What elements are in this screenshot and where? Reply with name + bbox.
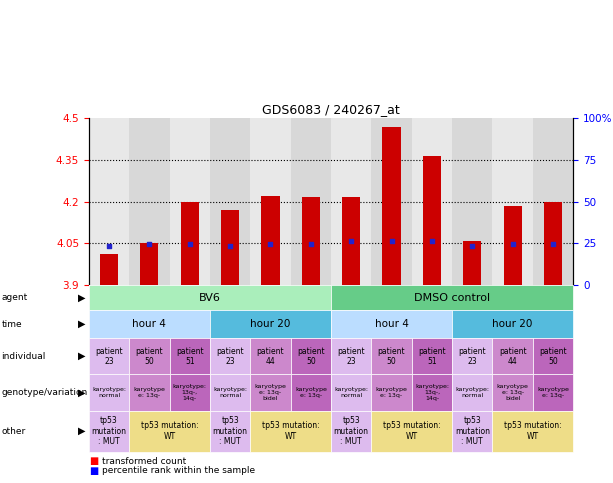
Text: hour 20: hour 20 [492, 319, 533, 329]
Text: karyotype
e: 13q-
bidel: karyotype e: 13q- bidel [254, 384, 286, 401]
Text: karyotype
e: 13q-: karyotype e: 13q- [134, 387, 166, 398]
Text: BV6: BV6 [199, 293, 221, 302]
Text: other: other [1, 426, 26, 436]
Text: ■: ■ [89, 456, 98, 466]
Text: tp53
mutation
: MUT: tp53 mutation : MUT [455, 416, 490, 446]
Bar [261, 196, 280, 285]
Text: patient
23: patient 23 [95, 346, 123, 366]
Text: tp53 mutation:
WT: tp53 mutation: WT [504, 421, 562, 441]
Text: tp53
mutation
: MUT: tp53 mutation : MUT [213, 416, 248, 446]
Text: karyotype:
13q-,
14q-: karyotype: 13q-, 14q- [173, 384, 207, 401]
Text: karyotype:
13q-,
14q-: karyotype: 13q-, 14q- [415, 384, 449, 401]
Point [548, 240, 558, 248]
Point [265, 240, 275, 248]
Title: GDS6083 / 240267_at: GDS6083 / 240267_at [262, 103, 400, 116]
Text: patient
23: patient 23 [337, 346, 365, 366]
Point [104, 242, 114, 250]
Point [346, 238, 356, 245]
Text: tp53 mutation:
WT: tp53 mutation: WT [383, 421, 441, 441]
Text: percentile rank within the sample: percentile rank within the sample [102, 467, 256, 475]
Text: time: time [1, 320, 22, 328]
Text: patient
50: patient 50 [378, 346, 405, 366]
Text: karyotype:
normal: karyotype: normal [92, 387, 126, 398]
Text: tp53
mutation
: MUT: tp53 mutation : MUT [91, 416, 126, 446]
Bar [89, 118, 129, 285]
Bar [170, 118, 210, 285]
Bar [383, 127, 401, 285]
Text: karyotype
e: 13q-: karyotype e: 13q- [376, 387, 408, 398]
Text: patient
50: patient 50 [135, 346, 163, 366]
Point [145, 240, 154, 248]
Text: ▶: ▶ [78, 293, 85, 302]
Bar [544, 201, 562, 285]
Bar [250, 118, 291, 285]
Text: hour 4: hour 4 [132, 319, 166, 329]
Text: ■: ■ [89, 466, 98, 476]
Point [225, 242, 235, 250]
Text: agent: agent [1, 293, 28, 302]
Bar [492, 118, 533, 285]
Bar [100, 255, 118, 285]
Text: patient
50: patient 50 [297, 346, 325, 366]
Text: ▶: ▶ [78, 319, 85, 329]
Text: karyotype:
normal: karyotype: normal [213, 387, 247, 398]
Text: patient
44: patient 44 [499, 346, 527, 366]
Point [427, 238, 437, 245]
Bar [221, 210, 239, 285]
Text: tp53
mutation
: MUT: tp53 mutation : MUT [333, 416, 368, 446]
Bar [452, 118, 492, 285]
Bar [181, 201, 199, 285]
Bar [423, 156, 441, 285]
Bar [291, 118, 331, 285]
Bar [412, 118, 452, 285]
Bar [371, 118, 412, 285]
Bar [331, 118, 371, 285]
Text: transformed count: transformed count [102, 457, 186, 466]
Text: patient
51: patient 51 [418, 346, 446, 366]
Text: patient
44: patient 44 [257, 346, 284, 366]
Text: DMSO control: DMSO control [414, 293, 490, 302]
Text: tp53 mutation:
WT: tp53 mutation: WT [141, 421, 199, 441]
Point [306, 240, 316, 248]
Text: hour 20: hour 20 [250, 319, 291, 329]
Text: individual: individual [1, 352, 45, 361]
Bar [302, 198, 320, 285]
Text: patient
51: patient 51 [176, 346, 204, 366]
Bar [129, 118, 170, 285]
Point [185, 240, 195, 248]
Bar [463, 241, 481, 285]
Text: karyotype
e: 13q-
bidel: karyotype e: 13q- bidel [497, 384, 528, 401]
Text: hour 4: hour 4 [375, 319, 408, 329]
Bar [342, 198, 360, 285]
Text: patient
23: patient 23 [216, 346, 244, 366]
Bar [140, 243, 159, 285]
Text: karyotype:
normal: karyotype: normal [334, 387, 368, 398]
Text: karyotype
e: 13q-: karyotype e: 13q- [295, 387, 327, 398]
Point [508, 240, 517, 248]
Text: tp53 mutation:
WT: tp53 mutation: WT [262, 421, 319, 441]
Bar [503, 206, 522, 285]
Text: karyotype
e: 13q-: karyotype e: 13q- [537, 387, 569, 398]
Text: ▶: ▶ [78, 351, 85, 361]
Bar [210, 118, 250, 285]
Text: karyotype:
normal: karyotype: normal [455, 387, 489, 398]
Point [467, 242, 477, 250]
Point [387, 238, 397, 245]
Text: ▶: ▶ [78, 426, 85, 436]
Text: genotype/variation: genotype/variation [1, 388, 88, 397]
Bar [533, 118, 573, 285]
Text: patient
23: patient 23 [459, 346, 486, 366]
Text: patient
50: patient 50 [539, 346, 567, 366]
Text: ▶: ▶ [78, 387, 85, 398]
